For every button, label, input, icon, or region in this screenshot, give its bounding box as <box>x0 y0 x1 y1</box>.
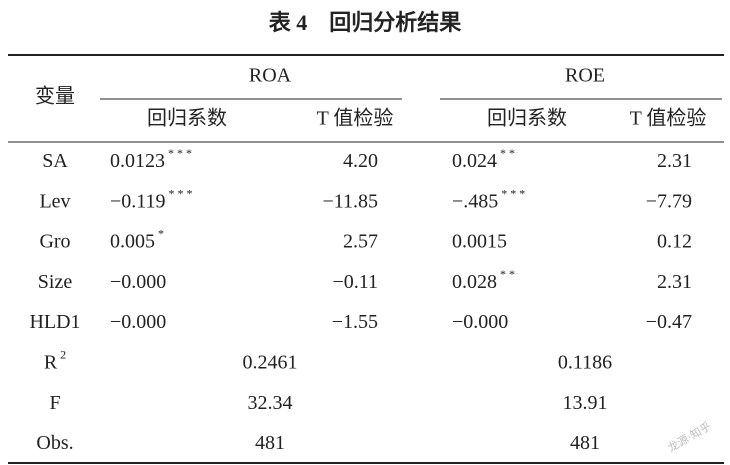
cell-text: 4.20 <box>343 150 378 172</box>
cell-text: 0.12 <box>657 230 692 252</box>
table-cell: 481 <box>255 432 285 454</box>
cell-superscript: * * * <box>168 146 192 160</box>
table-cell: 0.0015 <box>452 230 507 252</box>
cell-text: −7.79 <box>646 190 692 212</box>
watermark: 龙源·知乎 <box>665 419 713 455</box>
table-cell: Size <box>38 270 73 292</box>
table-cell: F <box>49 391 60 413</box>
table-cell: Lev <box>39 190 70 212</box>
header-cell: 变量 <box>35 85 75 108</box>
table-cell: −0.000 <box>110 270 166 292</box>
cell-text: 2.57 <box>343 230 378 252</box>
table-cell: 0.0123 * * * <box>110 146 192 172</box>
cell-text: 0.024 <box>452 150 497 172</box>
table-cell: Gro <box>39 230 70 252</box>
table-cell: −0.47 <box>646 311 692 333</box>
cell-text: 2.31 <box>657 150 692 172</box>
cell-text: 481 <box>255 432 285 454</box>
table-cell: 13.91 <box>563 391 608 413</box>
cell-text: Gro <box>39 230 70 252</box>
header-cell: ROE <box>565 65 605 87</box>
table-title: 表 4 回归分析结果 <box>269 10 462 35</box>
cell-superscript: * * * <box>501 186 525 200</box>
table-cell: −0.000 <box>452 311 508 333</box>
cell-superscript: * * * <box>169 186 193 200</box>
cell-text: Lev <box>39 190 70 212</box>
cell-text: Size <box>38 270 73 292</box>
header-cell: T 值检验 <box>317 107 394 130</box>
header-cell: ROA <box>249 65 292 87</box>
cell-text: 32.34 <box>248 391 293 413</box>
cell-superscript: * * <box>500 267 515 281</box>
table-cell: −7.79 <box>646 190 692 212</box>
cell-text: 0.0123 <box>110 150 165 172</box>
cell-text: 2.31 <box>657 270 692 292</box>
table-cell: 0.005 * <box>110 226 164 252</box>
table-cell: 2.57 <box>343 230 378 252</box>
table-cell: 4.20 <box>343 150 378 172</box>
table-cell: −1.55 <box>332 311 378 333</box>
cell-superscript: 2 <box>60 347 66 361</box>
cell-text: 0.028 <box>452 270 497 292</box>
header-cell: 回归系数 <box>147 107 227 130</box>
table-cell: 481 <box>570 432 600 454</box>
table-cell: 0.1186 <box>558 351 612 373</box>
header-cell: T 值检验 <box>630 107 707 130</box>
table-cell: −.485 * * * <box>452 186 525 212</box>
header-cell: 回归系数 <box>487 107 567 130</box>
table-cell: 2.31 <box>657 270 692 292</box>
cell-text: −.485 <box>452 190 498 212</box>
table-cell: −0.11 <box>332 270 378 292</box>
table-cell: 0.12 <box>657 230 692 252</box>
cell-text: −0.000 <box>452 311 508 333</box>
cell-text: F <box>49 391 60 413</box>
cell-text: −0.47 <box>646 311 692 333</box>
cell-text: −0.000 <box>110 311 166 333</box>
cell-text: −11.85 <box>322 190 378 212</box>
cell-text: 0.0015 <box>452 230 507 252</box>
table-cell: −0.119 * * * <box>110 186 193 212</box>
table-cell: 0.024 * * <box>452 146 515 172</box>
table-cell: −0.000 <box>110 311 166 333</box>
table-cell: 32.34 <box>248 391 293 413</box>
table-cell: −11.85 <box>322 190 378 212</box>
cell-text: 13.91 <box>563 391 608 413</box>
table-cell: SA <box>42 150 68 172</box>
table-cell: HLD1 <box>29 311 80 333</box>
table-cell: 2.31 <box>657 150 692 172</box>
cell-text: 0.2461 <box>243 351 298 373</box>
cell-superscript: * * <box>500 146 515 160</box>
cell-text: −0.119 <box>110 190 166 212</box>
cell-text: −1.55 <box>332 311 378 333</box>
cell-text: 0.005 <box>110 230 155 252</box>
table-cell: 0.028 * * <box>452 267 515 293</box>
cell-text: SA <box>42 150 68 172</box>
cell-text: −0.11 <box>332 270 378 292</box>
cell-text: −0.000 <box>110 270 166 292</box>
cell-text: HLD1 <box>29 311 80 333</box>
cell-text: 0.1186 <box>558 351 612 373</box>
cell-text: Obs. <box>36 432 73 454</box>
cell-text: R <box>44 351 58 373</box>
cell-text: 481 <box>570 432 600 454</box>
table-cell: 0.2461 <box>243 351 298 373</box>
table-cell: Obs. <box>36 432 73 454</box>
cell-superscript: * <box>158 226 164 240</box>
